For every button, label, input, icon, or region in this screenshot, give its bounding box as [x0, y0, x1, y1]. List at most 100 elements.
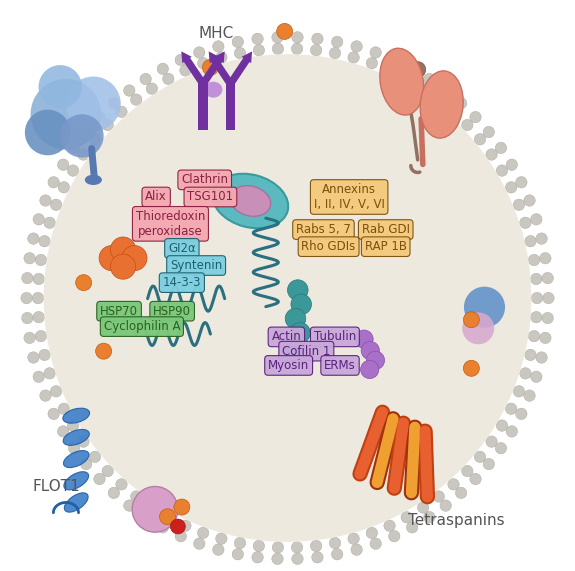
Ellipse shape [380, 49, 424, 115]
FancyArrow shape [200, 51, 225, 86]
Ellipse shape [64, 472, 89, 490]
Circle shape [513, 385, 524, 397]
Circle shape [462, 312, 494, 344]
Circle shape [39, 349, 50, 361]
Circle shape [542, 312, 553, 324]
Circle shape [58, 403, 70, 415]
Circle shape [536, 352, 547, 363]
Circle shape [99, 246, 124, 271]
Circle shape [35, 254, 47, 266]
Circle shape [272, 542, 283, 553]
Circle shape [68, 142, 80, 154]
Circle shape [22, 312, 33, 324]
Text: Syntenin: Syntenin [170, 259, 223, 272]
Text: FLOT1: FLOT1 [32, 479, 80, 494]
Circle shape [348, 533, 359, 544]
Circle shape [470, 111, 481, 123]
Circle shape [384, 65, 395, 76]
Circle shape [402, 69, 417, 85]
Circle shape [24, 332, 35, 344]
Circle shape [213, 41, 224, 52]
Circle shape [194, 538, 205, 549]
Circle shape [66, 77, 121, 131]
Circle shape [202, 59, 218, 75]
Circle shape [540, 332, 551, 344]
Circle shape [463, 312, 480, 328]
Circle shape [51, 199, 62, 211]
Ellipse shape [204, 82, 223, 98]
Ellipse shape [213, 174, 288, 228]
Circle shape [157, 63, 168, 75]
Ellipse shape [230, 186, 271, 216]
Circle shape [81, 126, 92, 138]
Circle shape [520, 368, 531, 379]
Circle shape [67, 165, 79, 176]
Circle shape [407, 521, 418, 533]
Text: MHC: MHC [198, 26, 234, 41]
FancyArrow shape [198, 81, 208, 130]
Circle shape [76, 275, 91, 291]
Circle shape [140, 73, 151, 85]
Circle shape [131, 94, 142, 105]
Circle shape [455, 487, 467, 498]
Circle shape [253, 45, 264, 56]
Circle shape [448, 106, 459, 118]
Circle shape [401, 73, 412, 85]
Circle shape [277, 23, 293, 39]
Circle shape [401, 512, 412, 523]
Circle shape [496, 420, 508, 431]
Circle shape [60, 114, 104, 158]
Circle shape [474, 451, 486, 463]
Circle shape [531, 214, 542, 225]
FancyArrow shape [227, 51, 252, 86]
Circle shape [366, 351, 385, 369]
Circle shape [28, 352, 39, 363]
Circle shape [94, 473, 105, 485]
Circle shape [540, 252, 551, 264]
Circle shape [396, 73, 411, 89]
Circle shape [28, 233, 39, 244]
Circle shape [516, 408, 527, 420]
Circle shape [366, 58, 378, 69]
Circle shape [33, 214, 44, 225]
Circle shape [351, 41, 362, 52]
Circle shape [116, 478, 127, 490]
Circle shape [48, 408, 59, 420]
Text: TSG101: TSG101 [187, 191, 233, 203]
Circle shape [124, 85, 135, 96]
Circle shape [288, 280, 308, 300]
FancyArrow shape [225, 81, 235, 130]
Circle shape [531, 292, 543, 304]
Circle shape [531, 274, 542, 285]
Circle shape [462, 119, 473, 131]
Text: Cofilin 1: Cofilin 1 [282, 345, 331, 357]
Circle shape [433, 491, 444, 502]
Text: RAP 1B: RAP 1B [365, 240, 407, 253]
Circle shape [102, 465, 113, 477]
Text: Cyclophilin A: Cyclophilin A [104, 320, 180, 333]
Circle shape [110, 237, 136, 262]
Circle shape [197, 527, 209, 538]
Circle shape [272, 553, 283, 565]
Circle shape [95, 343, 112, 359]
Circle shape [234, 537, 246, 549]
Circle shape [175, 54, 186, 66]
Text: Rab GDI: Rab GDI [362, 223, 410, 236]
Circle shape [48, 176, 59, 188]
Text: Actin: Actin [271, 331, 301, 343]
Circle shape [232, 549, 244, 560]
Circle shape [252, 552, 263, 563]
Circle shape [292, 542, 303, 553]
Circle shape [536, 233, 547, 244]
Circle shape [160, 509, 175, 525]
Text: Tetraspanins: Tetraspanins [408, 513, 504, 528]
Circle shape [140, 512, 151, 523]
Circle shape [505, 403, 517, 415]
Circle shape [528, 254, 540, 266]
Ellipse shape [63, 429, 89, 445]
Circle shape [543, 292, 554, 304]
Text: Clathrin: Clathrin [181, 174, 228, 186]
Circle shape [407, 63, 418, 75]
Text: Thioredoxin
peroxidase: Thioredoxin peroxidase [136, 210, 205, 238]
Circle shape [122, 246, 147, 271]
